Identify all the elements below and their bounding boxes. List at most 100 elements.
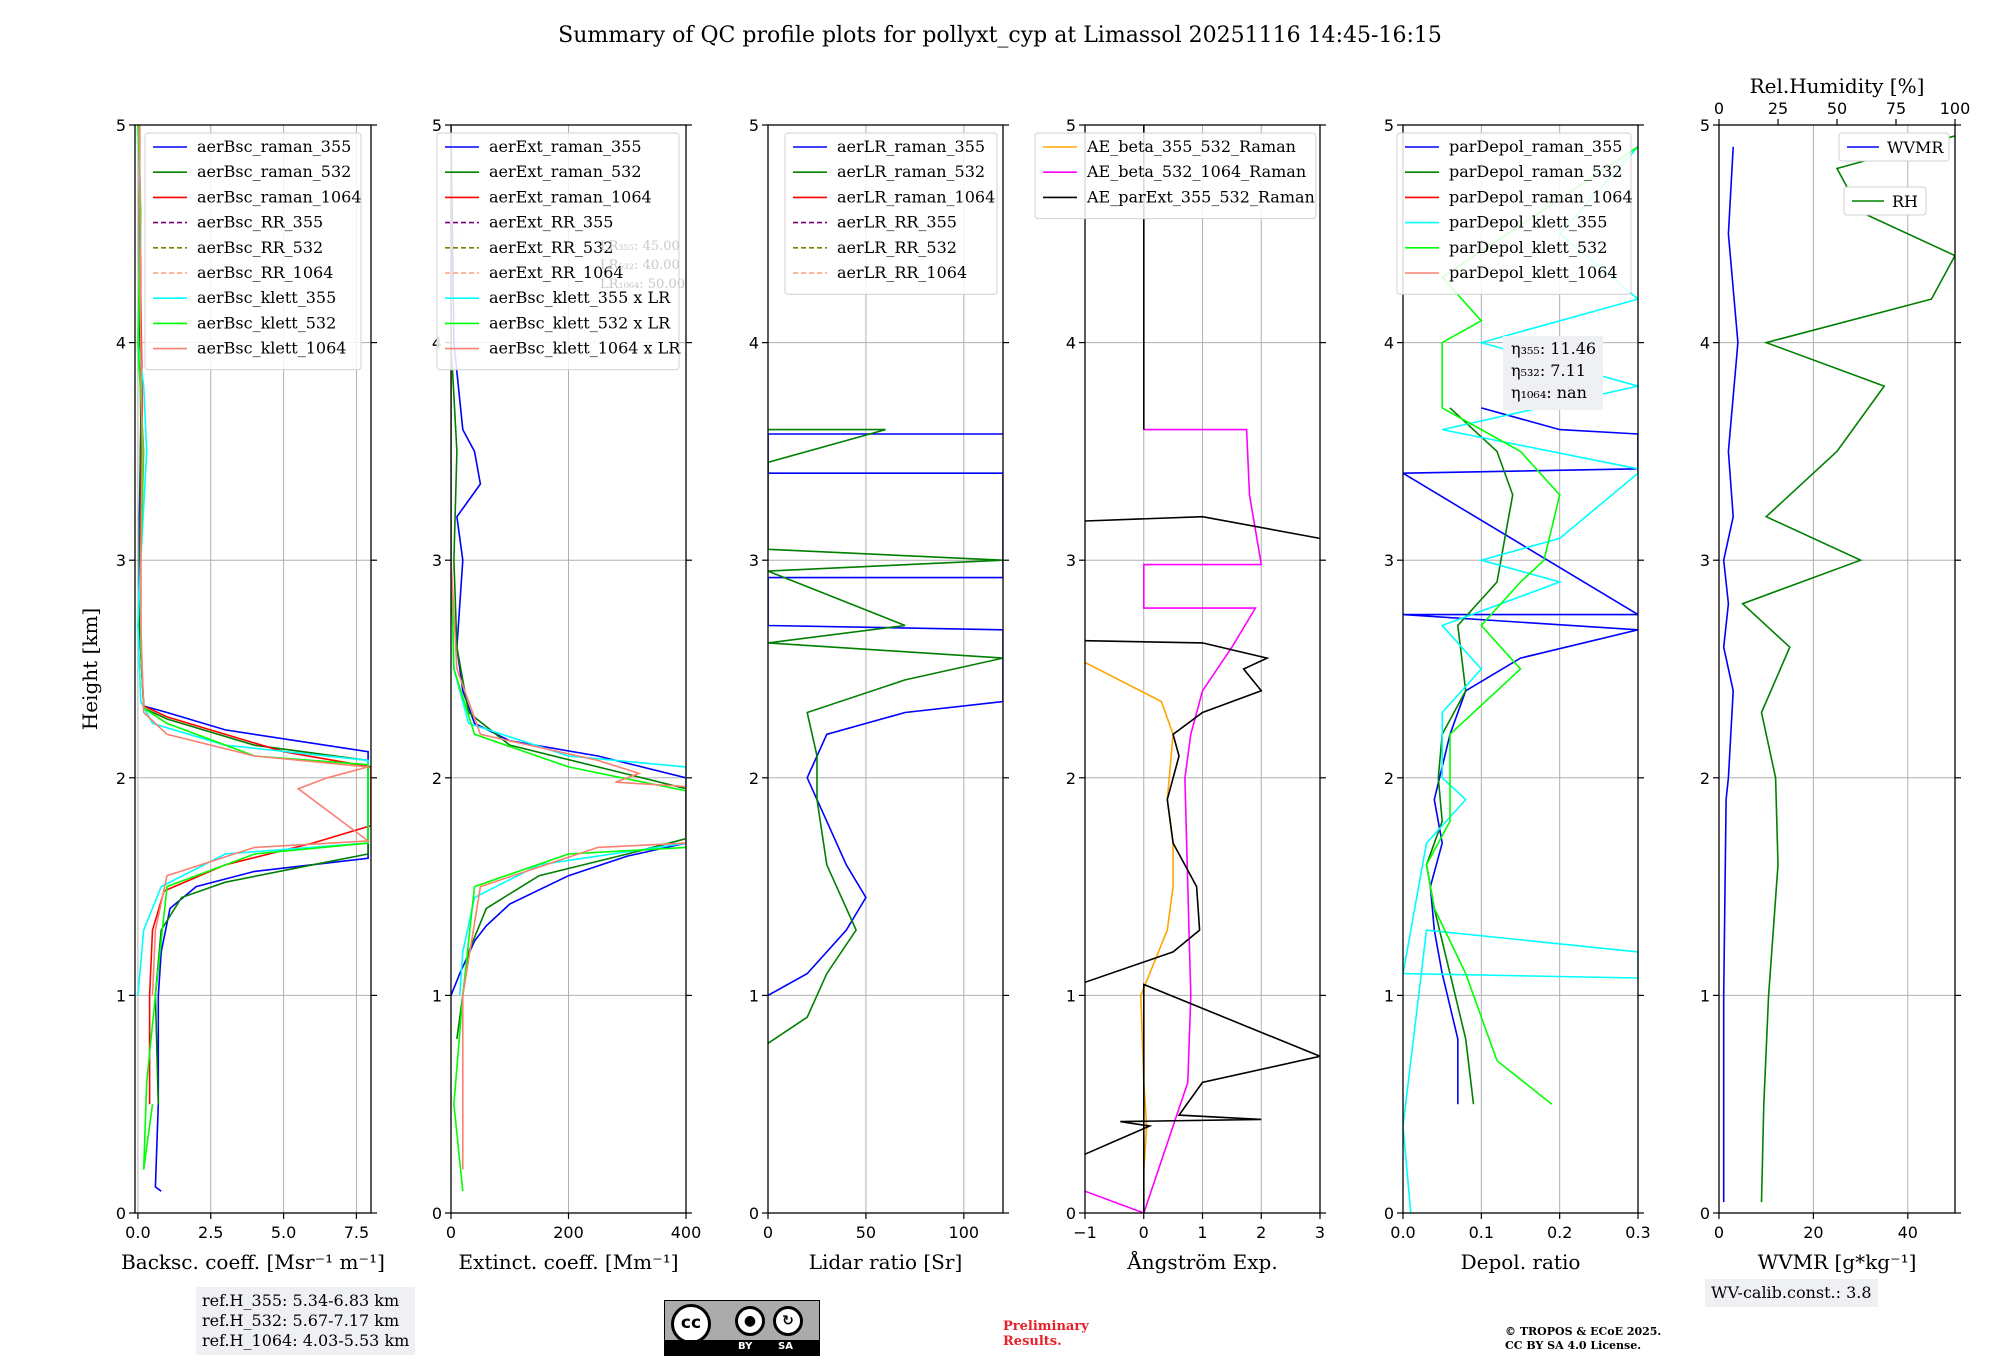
legend-box-ae [1034,132,1317,220]
plot-area-wv [1722,135,1955,1203]
x-tick-label: 0.0 [1390,1223,1415,1242]
lr-ratio-label: LR₅₃₂: 40.00 [600,258,680,273]
x-tick-label: 0 [1139,1223,1149,1242]
ref-height-box: ref.H_355: 5.34-6.83 km ref.H_532: 5.67-… [196,1287,416,1355]
legend-label: aerBsc_RR_532 [197,238,323,257]
x-tick-label: 5.0 [271,1223,296,1242]
legend-label: aerExt_RR_1064 [489,263,624,282]
legend-label: aerBsc_raman_355 [197,137,351,156]
y-tick-label: 0 [116,1204,126,1223]
eta-label: η₁₀₆₄: nan [1511,383,1587,402]
y-tick-label: 1 [116,986,126,1005]
x-tick-label: 100 [949,1223,980,1242]
y-tick-label: 5 [749,116,759,135]
legend-label: aerExt_raman_532 [489,162,642,181]
legend-label: WVMR [1887,138,1944,157]
x-axis-label-ext: Extinct. coeff. [Mm⁻¹] [458,1250,678,1274]
y-tick-label: 4 [749,334,759,353]
legend-label: aerBsc_klett_1064 x LR [489,339,681,358]
x-tick-label: 0.1 [1469,1223,1494,1242]
y-axis-label: Height [km] [78,608,102,730]
y-tick-label: 5 [1384,116,1394,135]
y-tick-label: 3 [1700,551,1710,570]
legend-label: AE_beta_532_1064_Raman [1086,162,1306,181]
y-tick-label: 3 [116,551,126,570]
axes-frame-bsc [134,124,372,1214]
series-aerlr-raman-355 [768,433,1003,997]
y-tick-label: 1 [1700,986,1710,1005]
legend-label: RH [1892,192,1918,211]
ref-h-532: ref.H_532: 5.67-7.17 km [202,1311,400,1330]
y-tick-label: 0 [432,1204,442,1223]
preliminary-results-note: Preliminary Results. [1003,1319,1089,1349]
plot-area-ext [451,125,686,1192]
x-axis-label-wv: WVMR [g*kg⁻¹] [1758,1250,1917,1274]
legend-label: aerBsc_klett_532 [197,313,336,332]
series-aerbsc-klett-1064-x-lr [451,125,686,1170]
x-tick-label: 0.2 [1547,1223,1572,1242]
lr-ratio-label: LR₃₅₅: 45.00 [600,239,680,254]
legend-label: aerBsc_klett_1064 [197,339,346,358]
legend-box-ext [436,132,680,371]
cc-sa-label: SA [778,1341,793,1352]
y-tick-label: 3 [432,551,442,570]
ref-h-355: ref.H_355: 5.34-6.83 km [202,1291,400,1310]
plot-area-dep [1403,146,1638,1213]
legend-label: parDepol_klett_1064 [1449,263,1618,282]
y-tick-label: 2 [1384,769,1394,788]
axes-frame-lr [767,124,1004,1214]
x-tick-label: 200 [553,1223,584,1242]
x-tick-label: 1 [1197,1223,1207,1242]
x-tick-label: 50 [856,1223,876,1242]
series-rh [1741,135,1955,1203]
y-tick-label: 2 [1066,769,1076,788]
x-tick-label: 2 [1256,1223,1266,1242]
x-axis-label-dep: Depol. ratio [1461,1250,1581,1274]
y-tick-label: 3 [1066,551,1076,570]
x2-tick-label: 75 [1886,99,1906,118]
series-ae-parext-355-532-raman-b [1085,639,1270,984]
legend-box-lr [784,132,998,295]
legend-label: aerExt_RR_532 [489,238,613,257]
legend-label: aerExt_RR_355 [489,213,613,232]
x-axis-label-ae: Ångström Exp. [1126,1249,1277,1274]
wv-calib-text: WV-calib.const.: 3.8 [1711,1283,1872,1302]
figure-title: Summary of QC profile plots for pollyxt_… [558,23,1442,48]
plot-area-ae [1085,125,1320,1213]
preliminary-line-2: Results. [1003,1334,1062,1349]
x-tick-label: −1 [1073,1223,1097,1242]
plot-area-lr [768,428,1003,1044]
y-tick-label: 4 [1700,334,1710,353]
legend-label: aerExt_raman_355 [489,137,642,156]
legend-label: aerLR_raman_355 [837,137,985,156]
x-axis-label-bsc: Backsc. coeff. [Msr⁻¹ m⁻¹] [121,1250,385,1274]
y-tick-label: 3 [749,551,759,570]
panel-lr: 0 50 100 0 1 2 3 4 5 Lidar ratio [Sr] aerLR_raman_… [749,116,1009,1274]
x-tick-label: 400 [671,1223,702,1242]
series-ae-parext-355-532-raman [1085,983,1320,1213]
x-tick-label: 20 [1803,1223,1823,1242]
series-ae-parext-355-532-raman-c [1085,515,1320,540]
legend-label: aerBsc_klett_355 [197,288,336,307]
series-aerext-raman-532 [451,125,686,1040]
y-tick-label: 3 [1384,551,1394,570]
x2-tick-label: 25 [1768,99,1788,118]
x-tick-label: 0 [446,1223,456,1242]
legend-label: aerBsc_klett_532 x LR [489,313,671,332]
y-tick-label: 5 [1700,116,1710,135]
y-tick-label: 4 [1066,334,1076,353]
legend-label: parDepol_raman_355 [1449,137,1622,156]
y-tick-label: 2 [1700,769,1710,788]
series-pardepol-klett-355 [1403,146,1638,1213]
legend-label: AE_beta_355_532_Raman [1086,137,1296,156]
series-aerbsc-klett-532-x-lr [451,125,686,1192]
panel-bsc: 0.0 2.5 5.0 7.5 0 1 2 3 4 5 Backsc. coeff. [Msr⁻¹ … [78,116,385,1274]
y-tick-label: 4 [1384,334,1394,353]
x-tick-label: 0 [763,1223,773,1242]
x-tick-label: 0.0 [125,1223,150,1242]
legend-label: parDepol_raman_1064 [1449,187,1633,206]
legend-label: aerBsc_klett_355 x LR [489,288,671,307]
legend-label: parDepol_klett_532 [1449,238,1607,257]
y-tick-label: 4 [116,334,126,353]
